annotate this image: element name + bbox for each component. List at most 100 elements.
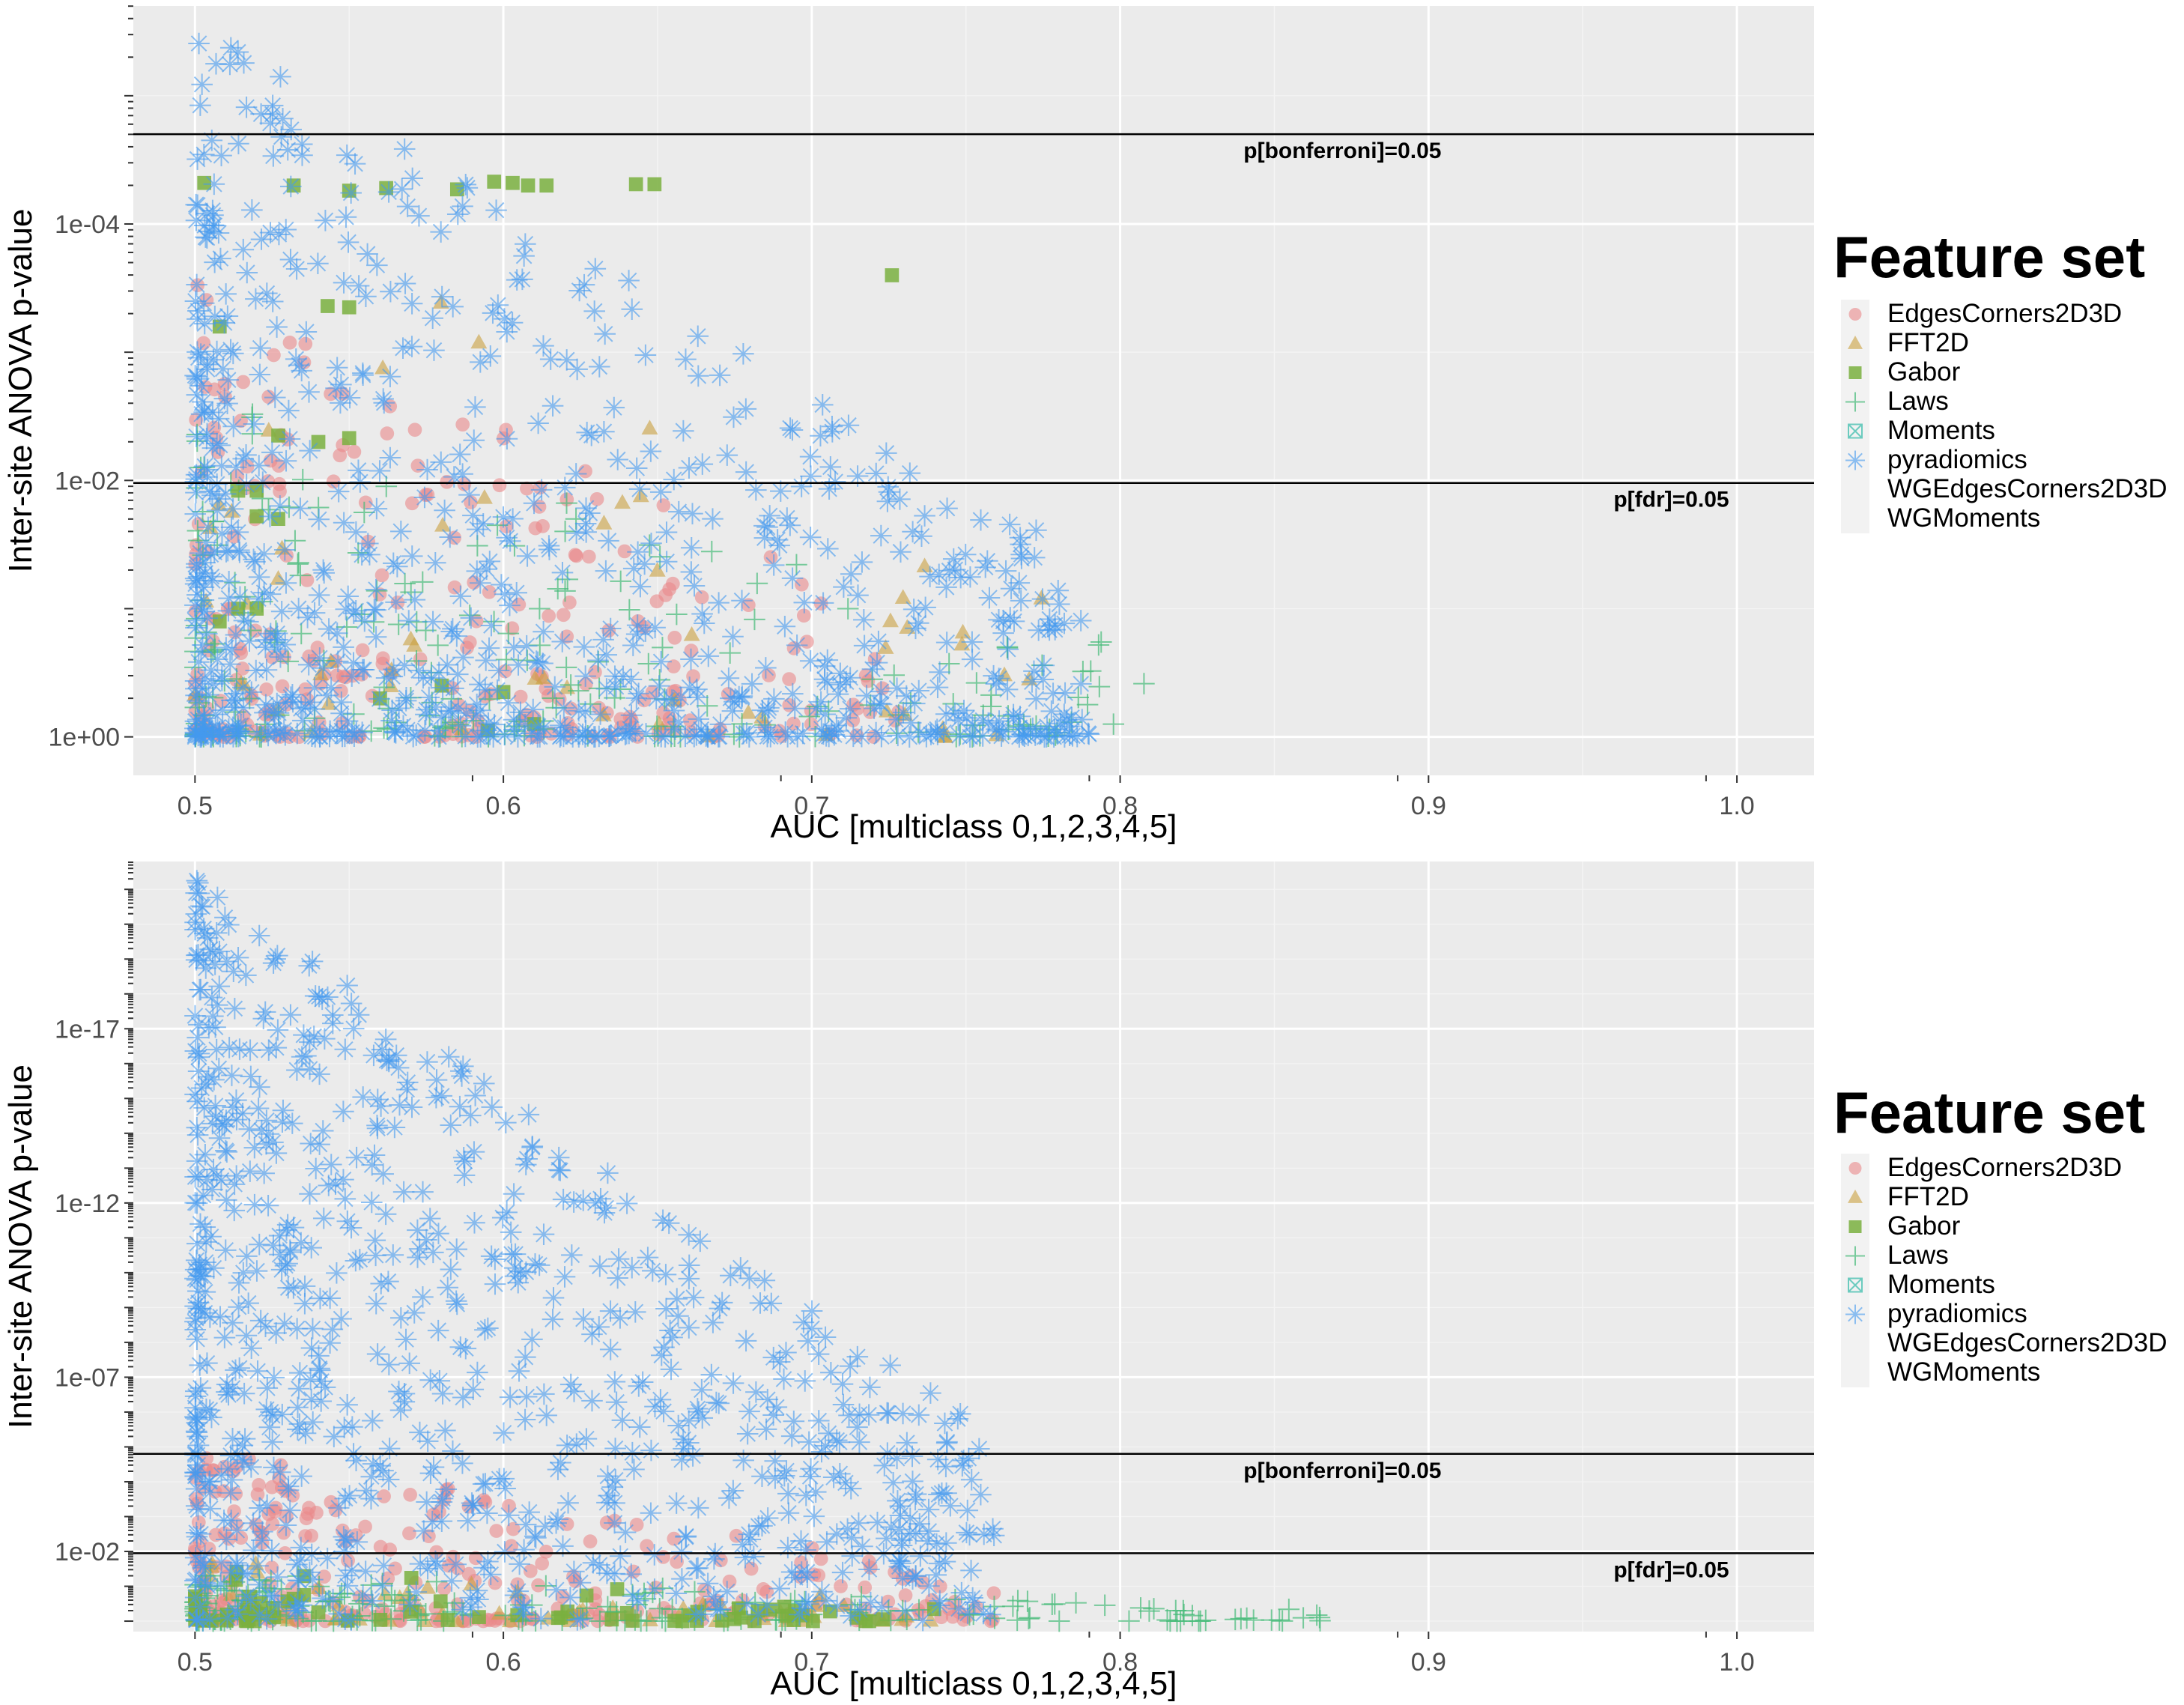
point-pyradiomics [768, 1351, 791, 1373]
point-pyradiomics [822, 1466, 845, 1489]
point-pyradiomics [566, 358, 588, 381]
point-pyradiomics [598, 1485, 619, 1506]
point-pyradiomics [222, 1428, 243, 1450]
point-pyradiomics [756, 516, 778, 538]
point-pyradiomics [917, 1530, 938, 1552]
point-pyradiomics [959, 726, 981, 748]
point-pyradiomics [932, 721, 955, 743]
point-pyradiomics [547, 1146, 570, 1169]
point-pyradiomics [184, 1192, 206, 1214]
point-pyradiomics [272, 107, 294, 130]
point-laws [1224, 1608, 1246, 1631]
point-pyradiomics [679, 676, 700, 698]
point-pyradiomics [431, 1491, 453, 1513]
point-pyradiomics [192, 1184, 214, 1206]
point-pyradiomics [756, 1594, 778, 1616]
point-pyradiomics [349, 1248, 371, 1271]
point-pyradiomics [243, 1136, 266, 1159]
point-pyradiomics [422, 1456, 445, 1478]
point-fft2d [614, 494, 631, 509]
point-pyradiomics [1025, 688, 1047, 710]
point-pyradiomics [731, 1533, 753, 1556]
point-pyradiomics [604, 1371, 626, 1393]
point-pyradiomics [233, 52, 255, 74]
y-tick-label: 1e-02 [55, 467, 120, 495]
point-pyradiomics [865, 721, 887, 744]
point-pyradiomics [186, 384, 208, 406]
point-pyradiomics [322, 1012, 344, 1035]
point-pyradiomics [276, 1214, 299, 1236]
point-pyradiomics [670, 1541, 693, 1563]
point-pyradiomics [342, 602, 365, 624]
point-gabor [197, 175, 212, 190]
point-edgescorners2d3d [234, 414, 248, 428]
point-pyradiomics [509, 1553, 530, 1575]
point-pyradiomics [524, 1525, 546, 1548]
point-pyradiomics [815, 1590, 837, 1612]
point-pyradiomics [262, 1131, 284, 1154]
point-pyradiomics [625, 687, 648, 709]
point-pyradiomics [366, 1343, 389, 1365]
point-pyradiomics [224, 723, 246, 745]
point-pyradiomics [215, 283, 237, 305]
point-pyradiomics [294, 1422, 317, 1444]
point-pyradiomics [817, 538, 839, 560]
point-pyradiomics [783, 697, 806, 720]
point-pyradiomics [794, 1370, 816, 1392]
point-pyradiomics [929, 1594, 950, 1617]
point-pyradiomics [947, 1598, 970, 1620]
point-pyradiomics [431, 676, 454, 699]
point-pyradiomics [187, 1166, 209, 1187]
point-pyradiomics [521, 1328, 543, 1351]
point-pyradiomics [446, 1293, 468, 1315]
point-pyradiomics [286, 722, 309, 745]
point-pyradiomics [365, 1244, 386, 1267]
point-pyradiomics [861, 658, 884, 680]
point-pyradiomics [1033, 654, 1055, 676]
point-pyradiomics [208, 940, 231, 963]
point-pyradiomics [235, 1324, 258, 1347]
point-pyradiomics [294, 1275, 316, 1297]
point-pyradiomics [637, 1247, 659, 1268]
point-pyradiomics [507, 654, 530, 676]
point-pyradiomics [1012, 724, 1034, 746]
point-pyradiomics [481, 1096, 503, 1118]
point-pyradiomics [781, 419, 804, 441]
point-pyradiomics [908, 679, 930, 702]
point-laws [719, 642, 741, 664]
point-pyradiomics [563, 1381, 585, 1402]
point-pyradiomics [851, 551, 873, 573]
point-pyradiomics [185, 684, 207, 706]
point-pyradiomics [198, 1066, 219, 1088]
point-pyradiomics [786, 726, 808, 748]
point-pyradiomics [479, 551, 501, 572]
point-pyradiomics [201, 437, 224, 459]
point-pyradiomics [451, 1599, 473, 1621]
legend-key-background [1841, 475, 1869, 504]
point-pyradiomics [372, 1163, 394, 1185]
point-pyradiomics [286, 1318, 308, 1339]
point-pyradiomics [976, 550, 998, 572]
point-pyradiomics [200, 544, 222, 566]
point-pyradiomics [237, 1292, 259, 1314]
point-pyradiomics [959, 566, 981, 588]
point-pyradiomics [246, 723, 268, 745]
point-laws [1016, 1590, 1039, 1612]
y-axis-title: Inter-site ANOVA p-value [2, 1065, 39, 1429]
point-pyradiomics [210, 145, 232, 166]
point-pyradiomics [330, 374, 352, 396]
point-fft2d [936, 727, 953, 743]
point-pyradiomics [565, 1433, 588, 1455]
point-pyradiomics [928, 1483, 950, 1506]
point-pyradiomics [289, 1549, 311, 1571]
point-gabor [342, 300, 357, 315]
point-laws [610, 570, 631, 593]
point-pyradiomics [848, 1512, 870, 1534]
point-pyradiomics [194, 667, 216, 690]
point-pyradiomics [867, 1511, 888, 1533]
point-pyradiomics [193, 600, 216, 623]
point-edgescorners2d3d [722, 1574, 737, 1589]
point-pyradiomics [267, 1566, 288, 1588]
point-pyradiomics [702, 1312, 724, 1333]
point-pyradiomics [753, 527, 776, 549]
